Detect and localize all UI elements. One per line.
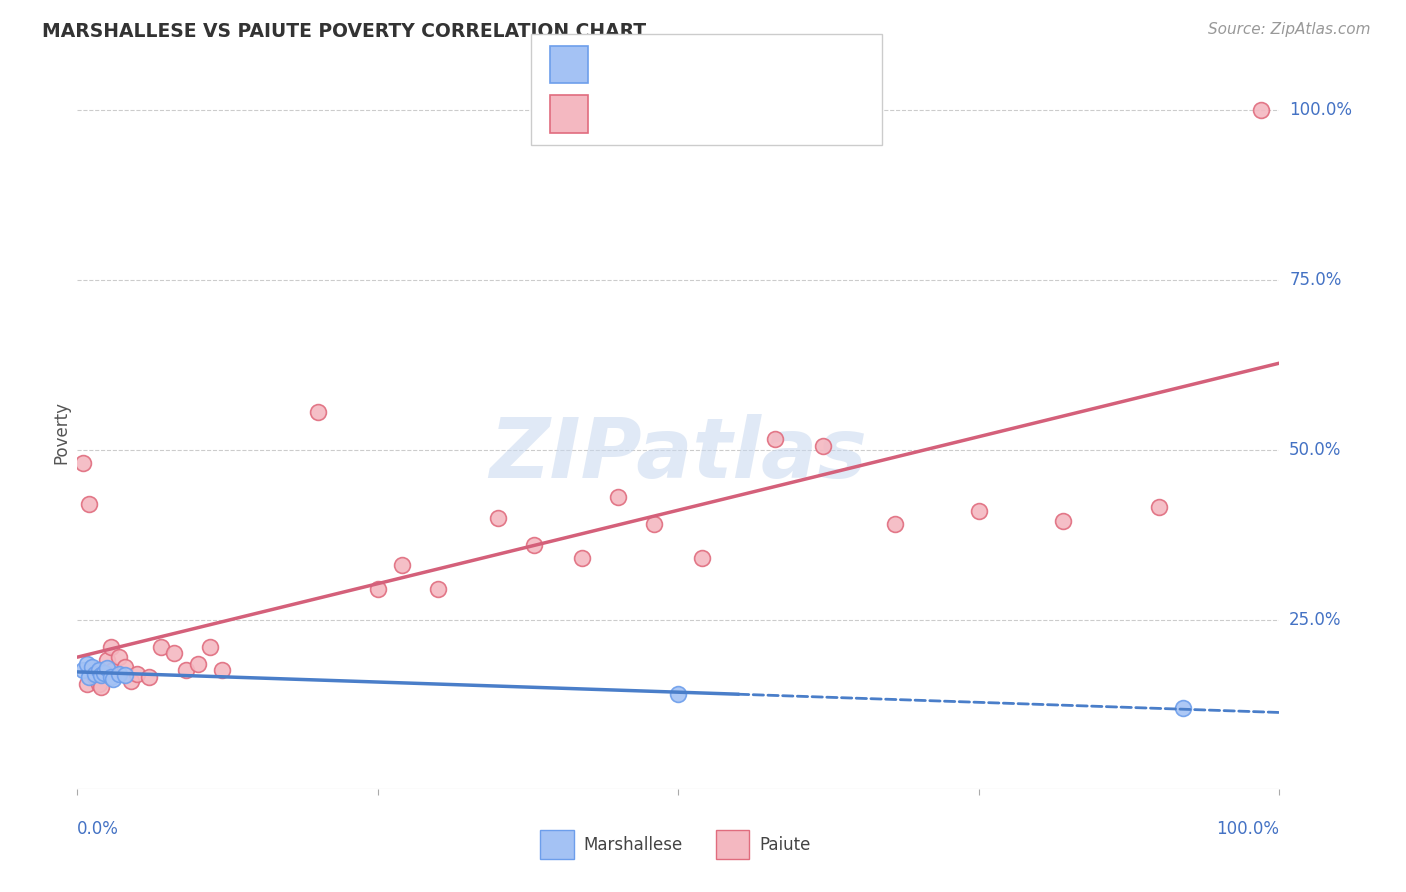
Point — [96, 661, 118, 675]
Point — [76, 677, 98, 691]
Point — [103, 664, 125, 678]
Point — [100, 640, 122, 654]
Text: 100.0%: 100.0% — [1216, 820, 1279, 838]
Text: Marshallese: Marshallese — [583, 836, 683, 854]
Point — [1149, 500, 1171, 515]
Point — [211, 664, 233, 678]
Point — [811, 439, 834, 453]
Point — [138, 670, 160, 684]
Point — [1052, 514, 1074, 528]
Point — [391, 558, 413, 573]
Text: 37: 37 — [763, 105, 787, 123]
Text: N =: N = — [723, 55, 754, 73]
Point — [643, 517, 665, 532]
Point — [87, 664, 110, 678]
Text: Source: ZipAtlas.com: Source: ZipAtlas.com — [1208, 22, 1371, 37]
Text: 15: 15 — [763, 55, 786, 73]
Text: N =: N = — [723, 105, 754, 123]
Point — [150, 640, 173, 654]
Point — [307, 405, 329, 419]
Text: 75.0%: 75.0% — [1289, 270, 1341, 289]
Point — [668, 687, 690, 701]
Point — [967, 504, 990, 518]
Point — [427, 582, 450, 596]
Point — [883, 517, 905, 532]
Point — [692, 551, 714, 566]
Point — [87, 677, 110, 691]
Point — [79, 497, 101, 511]
Text: 25.0%: 25.0% — [1289, 610, 1341, 629]
Point — [162, 647, 184, 661]
Point — [763, 433, 786, 447]
Point — [84, 670, 107, 684]
Point — [114, 660, 136, 674]
Text: 0.684: 0.684 — [650, 105, 702, 123]
Point — [120, 673, 142, 688]
Text: R =: R = — [603, 55, 634, 73]
Text: 50.0%: 50.0% — [1289, 441, 1341, 458]
Point — [571, 551, 593, 566]
Point — [1250, 103, 1272, 117]
Point — [72, 456, 94, 470]
Point — [607, 490, 630, 504]
Point — [72, 664, 94, 678]
Point — [90, 681, 112, 695]
Point — [486, 510, 509, 524]
Point — [198, 640, 221, 654]
Y-axis label: Poverty: Poverty — [52, 401, 70, 464]
Point — [174, 664, 197, 678]
Point — [108, 649, 131, 664]
Text: R =: R = — [603, 105, 634, 123]
Text: MARSHALLESE VS PAIUTE POVERTY CORRELATION CHART: MARSHALLESE VS PAIUTE POVERTY CORRELATIO… — [42, 22, 647, 41]
Point — [93, 665, 115, 680]
Point — [90, 668, 112, 682]
Point — [79, 670, 101, 684]
Text: Paiute: Paiute — [759, 836, 811, 854]
Text: -0.406: -0.406 — [650, 55, 709, 73]
Text: 0.0%: 0.0% — [77, 820, 120, 838]
Point — [523, 538, 546, 552]
Point — [96, 653, 118, 667]
Point — [1173, 701, 1195, 715]
Point — [114, 668, 136, 682]
Point — [186, 657, 209, 671]
Point — [127, 666, 149, 681]
Point — [108, 666, 131, 681]
Point — [76, 657, 98, 671]
Text: ZIPatlas: ZIPatlas — [489, 414, 868, 494]
Point — [367, 582, 389, 596]
Point — [103, 673, 125, 687]
Point — [100, 670, 122, 684]
Point — [80, 660, 103, 674]
Point — [84, 666, 107, 681]
Text: 100.0%: 100.0% — [1289, 101, 1353, 119]
